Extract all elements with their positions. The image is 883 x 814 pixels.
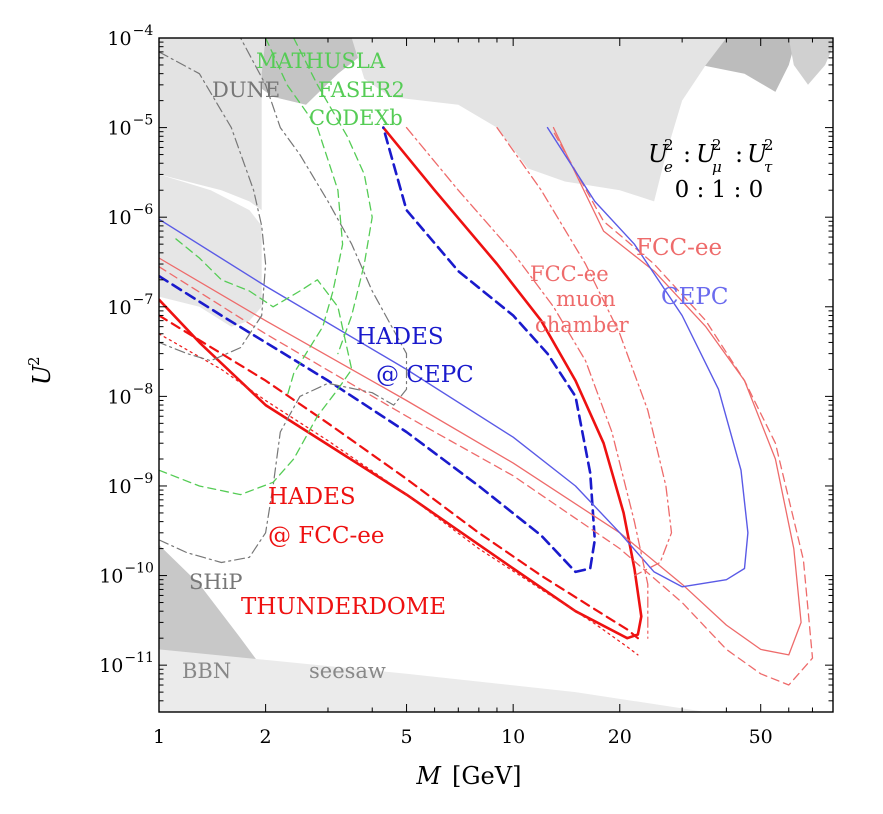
y-axis-label: U xyxy=(28,364,56,385)
label-codexb: CODEXb xyxy=(309,106,403,130)
label-bbn: BBN xyxy=(182,659,231,683)
region-seesaw-region xyxy=(159,649,706,712)
y-tick-base: 10 xyxy=(107,297,131,319)
curve-codexb xyxy=(293,38,373,355)
flavor-ratio-box: U e 2 : U μ 2 : U τ 2 0 : 1 : 0 xyxy=(648,136,774,203)
x-tick-labels: 1 2 5 10 20 50 xyxy=(153,726,773,748)
label-fccee-muon-line1: FCC-ee xyxy=(530,262,609,286)
ratio-sup-2: 2 xyxy=(712,136,722,154)
y-tick-exponent: −9 xyxy=(133,471,154,487)
y-tick-exponent: −8 xyxy=(133,381,154,397)
x-tick-label: 10 xyxy=(501,726,525,748)
y-tick-label: 10 −10 xyxy=(99,561,154,588)
x-tick-label: 20 xyxy=(608,726,632,748)
y-tick-exponent: −11 xyxy=(124,650,154,666)
curve-fcc-ee-muon-chamber xyxy=(496,126,673,577)
ratio-u-mu: U xyxy=(696,140,717,168)
y-tick-label: 10 −8 xyxy=(107,381,153,408)
x-axis-unit: [GeV] xyxy=(452,762,521,790)
x-tick-label: 1 xyxy=(153,726,165,748)
label-seesaw: seesaw xyxy=(309,659,386,683)
region-excluded-top-right-b xyxy=(788,38,833,85)
y-tick-base: 10 xyxy=(99,566,123,588)
ratio-sub-tau: τ xyxy=(764,158,773,176)
y-tick-label: 10 −7 xyxy=(107,292,153,319)
x-tick-label: 5 xyxy=(400,726,412,748)
curve-hades-cepc-dashed- xyxy=(159,126,597,574)
x-axis-label: M xyxy=(415,762,442,790)
label-fccee: FCC-ee xyxy=(636,235,722,261)
y-tick-label: 10 −5 xyxy=(107,113,153,140)
curve-hades-fcc-ee-solid- xyxy=(159,126,643,640)
axis-ticks xyxy=(158,37,834,713)
region-excluded-left xyxy=(159,174,262,327)
ratio-sub-mu: μ xyxy=(712,158,722,176)
y-tick-base: 10 xyxy=(107,476,131,498)
label-faser2: FASER2 xyxy=(318,78,405,102)
ratio-values: 0 : 1 : 0 xyxy=(675,177,764,203)
y-tick-exponent: −5 xyxy=(133,113,154,129)
y-tick-base: 10 xyxy=(107,386,131,408)
label-fccee-muon-line3: chamber xyxy=(535,313,630,337)
x-tick-label: 2 xyxy=(260,726,272,748)
x-tick-label: 50 xyxy=(749,726,773,748)
curve-ship xyxy=(159,38,408,564)
y-tick-base: 10 xyxy=(107,28,131,50)
y-tick-exponent: −7 xyxy=(133,292,154,308)
y-tick-exponent: −10 xyxy=(124,561,154,577)
label-hades-fcc-line1: HADES xyxy=(268,484,356,510)
annotations: MATHUSLA FASER2 CODEXb DUNE HADES @ CEPC… xyxy=(182,49,728,683)
curve-faser2 xyxy=(264,38,344,398)
region-excluded-mid-light xyxy=(159,38,266,211)
sensitivity-curves xyxy=(159,38,814,686)
y-tick-label: 10 −9 xyxy=(107,471,153,498)
region-excluded-center-light xyxy=(351,38,727,202)
curve-cepc-thin xyxy=(159,126,749,588)
label-hades-cepc-line1: HADES xyxy=(356,324,444,350)
ratio-sub-e: e xyxy=(664,158,673,176)
y-axis-label-sup: 2 xyxy=(25,356,43,366)
y-tick-base: 10 xyxy=(107,118,131,140)
y-axis-label-group: U 2 xyxy=(25,356,56,385)
ratio-colon-2: : xyxy=(735,140,743,168)
ratio-u-e: U xyxy=(648,140,669,168)
curve-thunderdome-light xyxy=(159,126,802,656)
ratio-sup-1: 2 xyxy=(664,136,674,154)
label-mathusla: MATHUSLA xyxy=(256,49,386,73)
curve-dune xyxy=(159,51,267,362)
label-ship: SHiP xyxy=(189,570,243,594)
label-fccee-muon-line2: muon xyxy=(556,287,616,311)
y-tick-exponent: −6 xyxy=(133,202,154,218)
curve-fcc-ee-dashed xyxy=(159,131,814,686)
y-tick-exponent: −4 xyxy=(133,23,154,39)
label-thunderdome: THUNDERDOME xyxy=(241,594,446,620)
y-tick-label: 10 −11 xyxy=(99,650,154,677)
excluded-regions xyxy=(159,38,833,712)
y-tick-label: 10 −6 xyxy=(107,202,153,229)
ratio-colon-1: : xyxy=(683,140,691,168)
y-tick-base: 10 xyxy=(107,207,131,229)
curve-hades-fcc-ee-dashed- xyxy=(159,314,639,640)
y-tick-label: 10 −4 xyxy=(107,23,153,50)
y-tick-base: 10 xyxy=(99,655,123,677)
curve-mathusla xyxy=(159,236,353,496)
label-hades-fcc-line2: @ FCC-ee xyxy=(268,523,384,549)
label-cepc: CEPC xyxy=(661,284,728,310)
plot-frame xyxy=(158,37,834,713)
label-hades-cepc-line2: @ CEPC xyxy=(376,362,474,388)
ratio-sup-3: 2 xyxy=(764,136,774,154)
label-dune: DUNE xyxy=(212,78,280,102)
curve-fcc-ee-muon-chamber-dense xyxy=(405,126,649,639)
ratio-u-tau: U xyxy=(747,140,768,168)
